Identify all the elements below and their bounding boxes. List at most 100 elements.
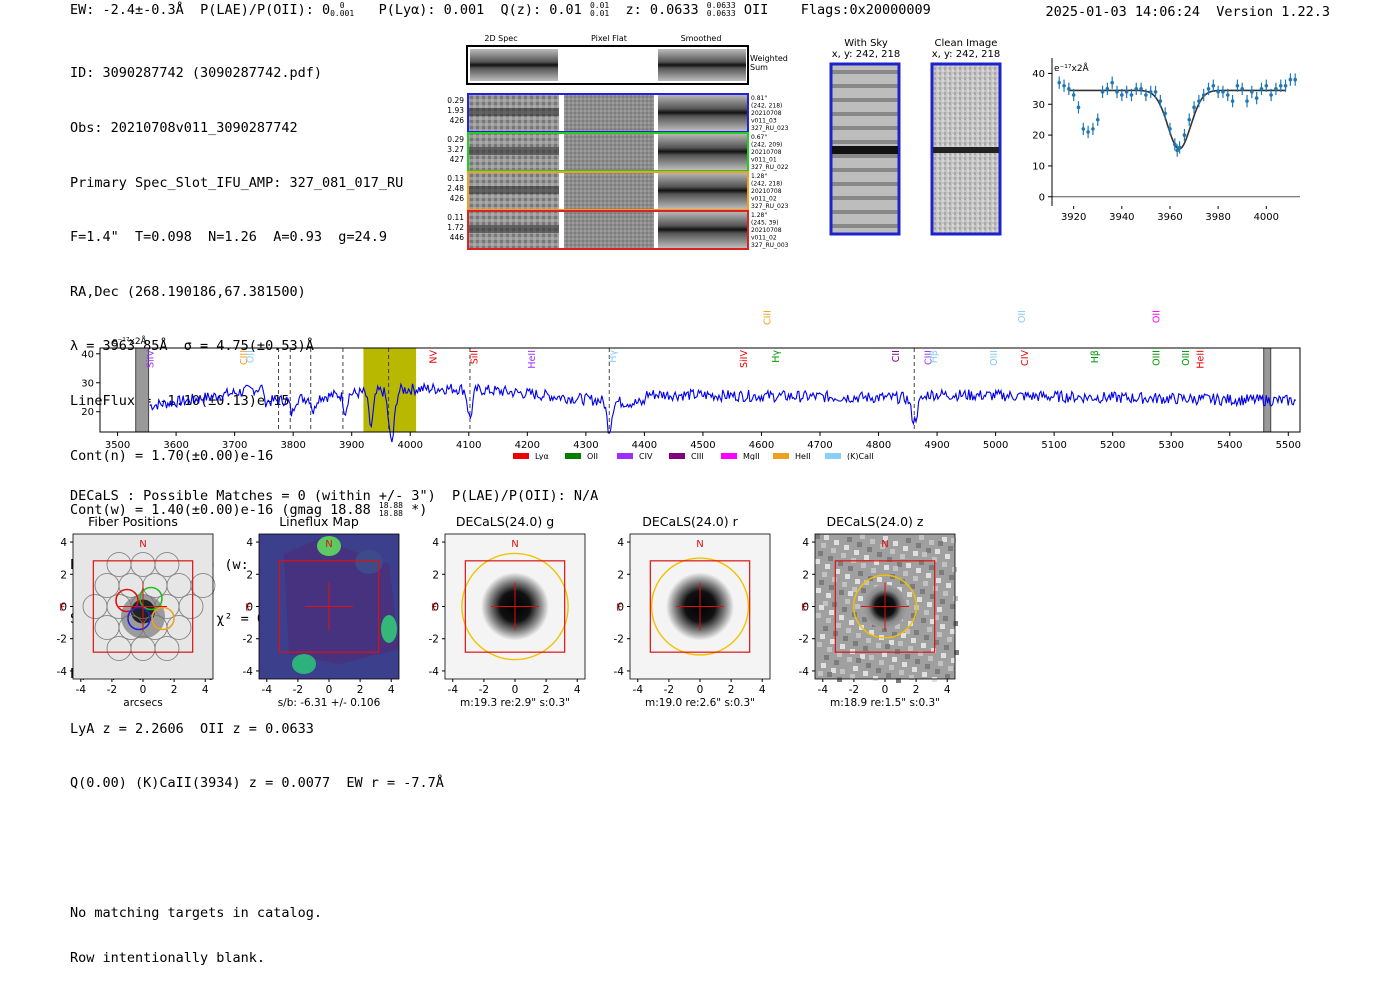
noise-pixel (931, 648, 936, 653)
fit-point (1067, 87, 1071, 91)
cutout-right-label: v011_01 (751, 157, 777, 164)
fit-point (1283, 83, 1288, 88)
emission-line-label: SiII (470, 350, 481, 364)
noise-pixel (940, 624, 945, 629)
noise-pixel (831, 668, 836, 673)
legend-label: Lyα (535, 452, 549, 460)
noise-pixel (950, 604, 955, 609)
emission-line-label: Hγ (771, 350, 782, 363)
noise-pixel (867, 547, 872, 552)
cutout-right-label: 327_RU_023 (751, 125, 789, 132)
noise-pixel (883, 536, 888, 541)
noise-pixel (933, 586, 938, 591)
fit-xtick-label: 3960 (1157, 212, 1182, 223)
panel-xtick-label: 4 (574, 684, 581, 696)
noise-pixel (929, 540, 934, 545)
fit-ytick-label: 30 (1032, 100, 1045, 111)
z-line: OII (743, 2, 769, 18)
noise-pixel (853, 666, 858, 671)
noise-pixel (903, 571, 908, 576)
east-label: E (245, 603, 251, 614)
fit-point (1250, 90, 1254, 94)
panel-xtick-label: -4 (262, 684, 273, 696)
fit-point (1086, 130, 1090, 134)
noise-pixel (927, 627, 932, 632)
cutout-right-label: 0.67" (751, 134, 767, 141)
noise-pixel (950, 629, 955, 634)
fit-point (1269, 93, 1273, 97)
panel-xtick-label: 2 (543, 684, 550, 696)
noise-pixel (839, 590, 844, 595)
panel-ytick-label: -2 (614, 634, 624, 646)
noise-pixel (863, 646, 868, 651)
info-id: ID: 3090287742 (3090287742.pdf) (70, 65, 322, 82)
cutout-right-label: 20210708 (751, 149, 782, 156)
noise-pixel (910, 584, 915, 589)
east-label: E (801, 603, 807, 614)
fiber-blue (127, 606, 151, 631)
fit-point (1124, 90, 1129, 94)
noise-pixel (842, 582, 847, 587)
noise-pixel (882, 652, 887, 657)
noise-pixel (921, 643, 926, 648)
panel-title: Fiber Positions (88, 514, 178, 529)
spec-xtick-label: 4000 (398, 440, 423, 451)
noise-pixel (847, 537, 852, 542)
cutout-right-label: 1.28" (751, 212, 767, 219)
fiber-green (139, 586, 163, 611)
emission-line-label: Hγ (608, 350, 619, 363)
cutout-header-2dspec: 2D Spec (484, 34, 517, 43)
fit-point (1110, 80, 1114, 85)
panel-caption: arcsecs (123, 697, 162, 709)
noise-pixel (860, 654, 865, 659)
noise-pixel (863, 671, 868, 676)
noise-pixel (895, 624, 900, 629)
noise-pixel (826, 593, 831, 598)
clean-xy: x, y: 242, 218 (931, 49, 1001, 60)
noise-pixel (943, 591, 948, 596)
noise-pixel (905, 654, 910, 659)
lineflux-blob (317, 536, 341, 556)
emission-line-label: SiIV (739, 350, 750, 368)
match-box (92, 560, 194, 653)
noise-pixel (821, 663, 826, 668)
panel-caption: m:18.9 re:1.5" s:0.3" (830, 697, 940, 709)
noise-pixel (900, 579, 905, 584)
emission-line-label: CIV (1020, 350, 1031, 366)
noise-pixel (866, 638, 871, 643)
noise-pixel (838, 561, 843, 566)
noise-pixel (854, 550, 859, 555)
noise-pixel (928, 656, 933, 661)
z-sub: 0.0633 (706, 9, 736, 18)
fit-point (1245, 99, 1249, 103)
cutout-left-label: 1.72 (447, 223, 464, 232)
spec-xtick-label: 4400 (632, 440, 657, 451)
noise-pixel (946, 583, 951, 588)
legend-swatch (721, 453, 737, 459)
panel-xtick-label: -2 (107, 684, 117, 696)
emission-line-label: OII (245, 350, 256, 363)
effective-radius-circle (650, 557, 750, 656)
with-sky-title: With Sky (844, 38, 888, 49)
noise-pixel (949, 575, 954, 580)
legend-label: MgII (743, 452, 760, 460)
fit-xtick-label: 4000 (1254, 212, 1279, 223)
fit-point (1254, 96, 1259, 100)
noise-pixel (948, 666, 953, 671)
noise-pixel (924, 610, 929, 615)
noise-pixel (945, 674, 950, 679)
fiber-circle (154, 636, 180, 661)
plae-sub: 0.001 (330, 9, 355, 18)
panel-xtick-label: 4 (759, 684, 766, 696)
spec-unit-label: e⁻¹⁷x2Å (112, 335, 148, 347)
noise-pixel (829, 610, 834, 615)
fit-point (1211, 83, 1216, 88)
noise-pixel (911, 613, 916, 618)
cutout-right-label: 1.28" (751, 173, 767, 180)
noise-pixel (916, 568, 921, 573)
noise-pixel (893, 541, 898, 546)
noise-pixel (858, 596, 863, 601)
noise-pixel (922, 672, 927, 677)
fit-point (1259, 87, 1264, 91)
